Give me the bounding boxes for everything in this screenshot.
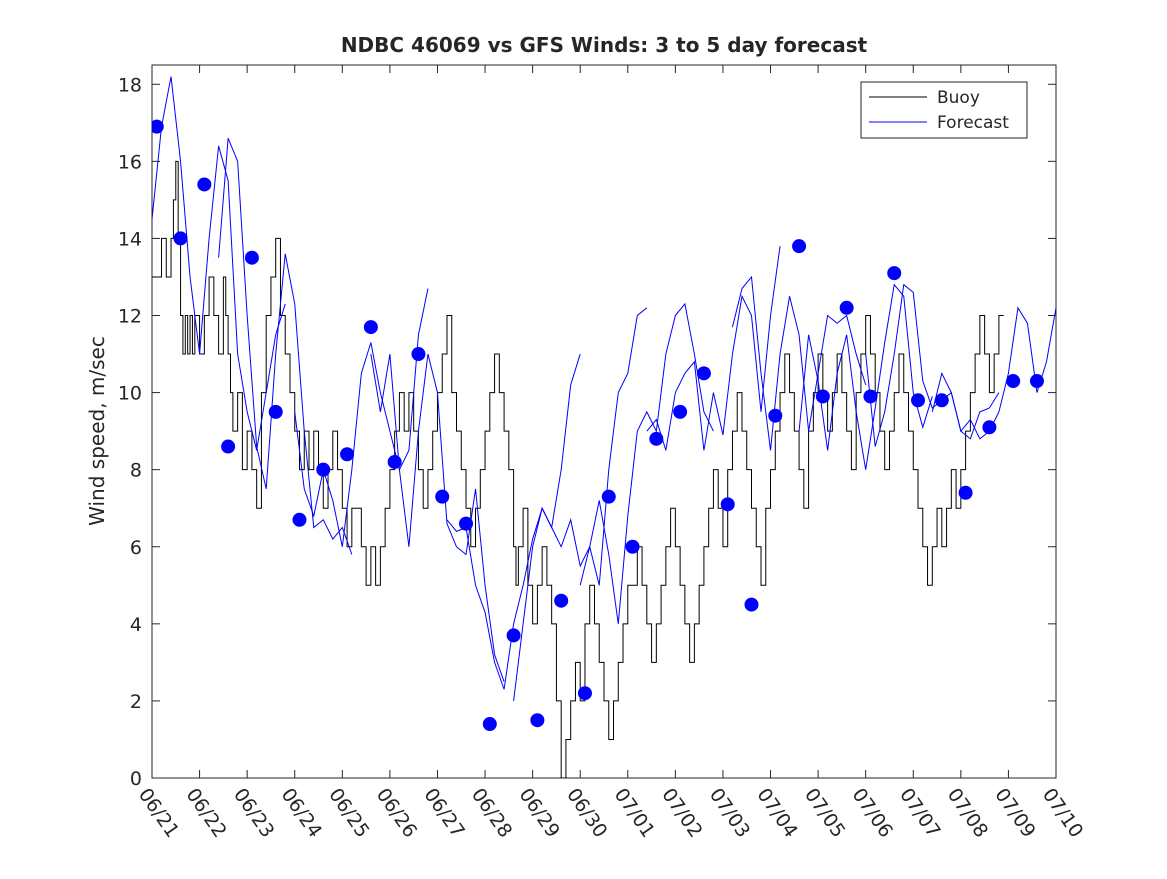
forecast-point — [197, 177, 212, 192]
y-tick-label: 16 — [118, 151, 142, 173]
forecast-point — [744, 597, 759, 612]
y-tick-label: 4 — [130, 614, 142, 636]
forecast-series-line — [731, 275, 867, 451]
forecast-point — [530, 713, 545, 728]
forecast-series-line — [513, 307, 648, 701]
forecast-point — [982, 420, 997, 435]
forecast-point — [363, 320, 378, 335]
forecast-series-line — [446, 353, 581, 690]
forecast-point — [411, 347, 426, 362]
axes-box — [151, 64, 1057, 779]
y-tick-label: 0 — [130, 768, 142, 790]
forecast-series-line — [579, 302, 714, 624]
forecast-series-line — [218, 138, 353, 555]
forecast-series-line — [798, 283, 933, 470]
forecast-series-line — [370, 353, 505, 682]
forecast-point — [1029, 374, 1044, 389]
forecast-point — [244, 250, 259, 265]
forecast-point — [387, 454, 402, 469]
forecast-point — [221, 439, 236, 454]
forecast-series-line — [646, 246, 781, 451]
series-group — [152, 76, 1056, 778]
forecast-point — [911, 393, 926, 408]
forecast-point — [815, 389, 830, 404]
y-tick-label: 8 — [130, 460, 142, 482]
forecast-point — [649, 431, 664, 446]
forecast-point — [268, 404, 283, 419]
forecast-point — [673, 404, 688, 419]
forecast-point — [577, 686, 592, 701]
forecast-point — [958, 485, 973, 500]
forecast-point — [1006, 374, 1021, 389]
forecast-point — [554, 593, 569, 608]
legend-box — [860, 81, 1028, 139]
forecast-point — [152, 119, 164, 134]
forecast-point — [459, 516, 474, 531]
forecast-point — [482, 717, 497, 732]
forecast-point — [173, 231, 188, 246]
legend-label: Buoy — [937, 88, 980, 108]
y-tick-label: 2 — [130, 691, 142, 713]
legend-label: Forecast — [937, 113, 1009, 133]
forecast-series-line — [294, 288, 429, 547]
forecast-point — [839, 300, 854, 315]
y-tick-label: 12 — [118, 306, 142, 328]
y-tick-label: 14 — [118, 228, 142, 250]
forecast-point — [625, 539, 640, 554]
legend: Buoy Forecast — [860, 81, 1028, 139]
y-tick-label: 6 — [130, 537, 142, 559]
forecast-point — [316, 462, 331, 477]
plot-area: 02468101214161806/2106/2206/2306/2406/25… — [118, 64, 1087, 842]
forecast-series-line — [865, 283, 1000, 447]
forecast-point — [792, 239, 807, 254]
forecast-point — [720, 497, 735, 512]
y-tick-label: 10 — [118, 383, 142, 405]
forecast-point — [292, 512, 307, 527]
y-tick-label: 18 — [118, 74, 142, 96]
chart-title: NDBC 46069 vs GFS Winds: 3 to 5 day fore… — [341, 33, 868, 57]
forecast-point — [601, 489, 616, 504]
forecast-point — [435, 489, 450, 504]
forecast-point — [934, 393, 949, 408]
forecast-series-line — [152, 76, 286, 451]
y-axis-label: Wind speed, m/sec — [85, 336, 109, 526]
forecast-point — [768, 408, 783, 423]
forecast-point — [340, 447, 355, 462]
forecast-point — [887, 266, 902, 281]
forecast-point — [506, 628, 521, 643]
forecast-point — [863, 389, 878, 404]
forecast-point — [696, 366, 711, 381]
buoy-series-line — [152, 160, 1004, 778]
